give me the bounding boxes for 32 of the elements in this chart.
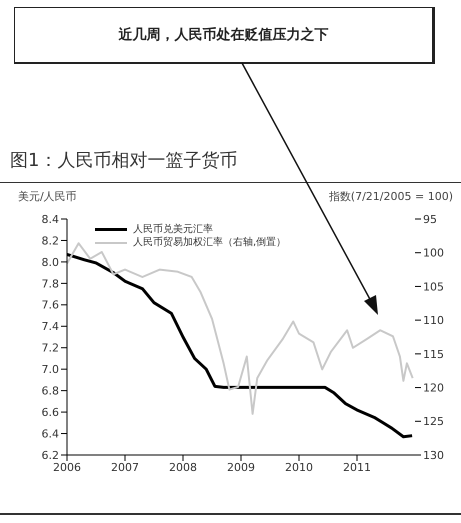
y-tick-label: 7.6 — [42, 298, 59, 312]
y-tick-label: 8.4 — [42, 212, 59, 226]
x-tick-label: 2011 — [343, 460, 371, 474]
y-tick-label: 6.2 — [42, 448, 59, 462]
legend-label: 人民币贸易加权汇率（右轴,倒置） — [133, 236, 286, 249]
y2-tick-label: 125 — [423, 415, 444, 428]
y-tick-label: 6.6 — [42, 406, 59, 419]
x-tick-label: 2007 — [111, 460, 139, 474]
x-tick-label: 2010 — [285, 460, 313, 474]
y-tick-label: 7.4 — [42, 320, 59, 334]
y2-tick-label: 95 — [423, 212, 437, 226]
y2-tick-label: 105 — [423, 280, 444, 294]
y2-tick-label: 110 — [423, 314, 444, 328]
y2-axis-title: 指数(7/21/2005 = 100) — [328, 189, 453, 204]
y-tick-label: 8.0 — [42, 256, 59, 269]
y2-tick-label: 130 — [423, 448, 444, 462]
x-tick-label: 2009 — [227, 460, 255, 474]
y-tick-label: 7.2 — [42, 342, 59, 355]
y-tick-label: 7.8 — [42, 277, 59, 290]
y-tick-label: 6.4 — [42, 427, 59, 440]
y2-tick-label: 100 — [423, 246, 444, 260]
chart-title: 图1：人民币相对一篮子货币 — [10, 149, 238, 172]
y2-tick-label: 115 — [423, 348, 444, 361]
x-tick-label: 2006 — [53, 460, 81, 474]
y-tick-label: 7.0 — [42, 363, 59, 376]
y-axis-title: 美元/人民币 — [18, 189, 77, 204]
y2-tick-label: 120 — [423, 381, 444, 394]
y-tick-label: 8.2 — [42, 234, 59, 248]
x-tick-label: 2008 — [169, 460, 197, 474]
y-tick-label: 6.8 — [42, 384, 59, 398]
text: 近几周，人民币处在贬值压力之下 — [14, 7, 435, 64]
legend-label: 人民币兑美元汇率 — [133, 223, 213, 236]
